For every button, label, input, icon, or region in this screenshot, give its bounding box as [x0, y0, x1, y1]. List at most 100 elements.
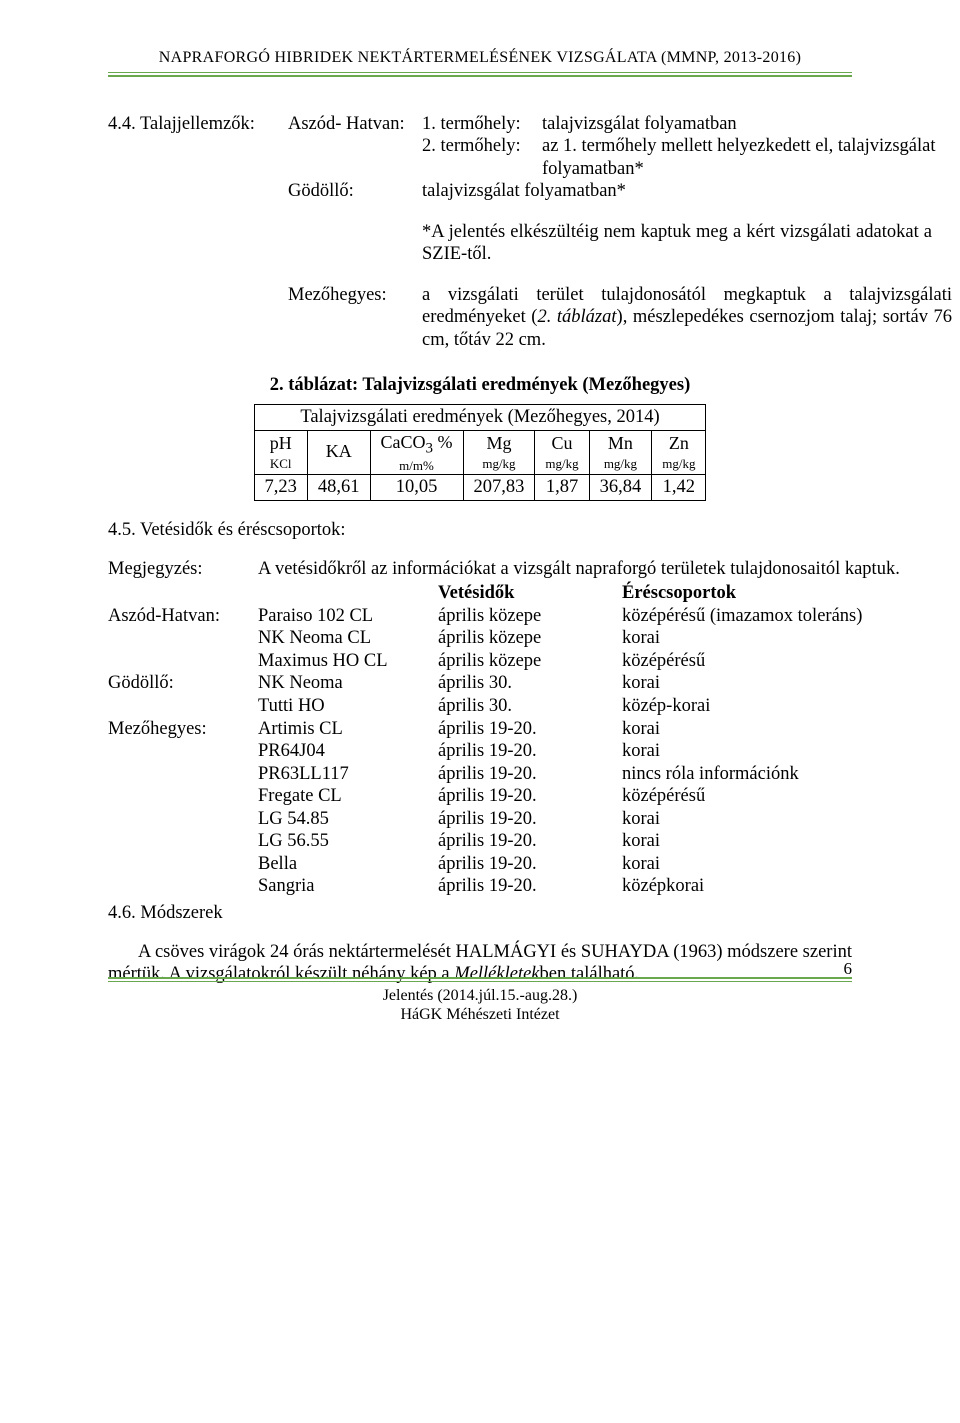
table2: Talajvizsgálati eredmények (Mezőhegyes, … [254, 404, 707, 501]
sec45-hybrid: PR63LL117 [258, 763, 438, 786]
footer-line1: Jelentés (2014.júl.15.-aug.28.) [108, 986, 852, 1005]
mezohegyes-label: Mezőhegyes: [288, 284, 422, 352]
aszod-label: Aszód- Hatvan: [288, 113, 422, 181]
table2-col-top: Cu [552, 433, 573, 453]
sec45-hybrid: Fregate CL [258, 785, 438, 808]
sec45-hybrid: PR64J04 [258, 740, 438, 763]
footer-rule-thick [108, 977, 852, 979]
sec45-date: április 19-20. [438, 853, 622, 876]
sec45-date: április 19-20. [438, 785, 622, 808]
sec45-location [108, 830, 258, 853]
sec45-group: korai [622, 627, 942, 650]
table2-col-top: Zn [669, 433, 689, 453]
aszod-line2-key: 2. termőhely: [422, 135, 542, 180]
table2-col-header: KA [307, 430, 370, 475]
table2-cell: 1,87 [535, 475, 589, 501]
table2-title-row: Talajvizsgálati eredmények (Mezőhegyes, … [254, 405, 706, 431]
sec45-date: április közepe [438, 605, 622, 628]
sec45-group: középkorai [622, 875, 942, 898]
sec45-group: középérésű (imazamox toleráns) [622, 605, 942, 628]
sec45-hybrid: NK Neoma CL [258, 627, 438, 650]
table2-col-header: pH KCl [254, 430, 307, 475]
godollo-text: talajvizsgálat folyamatban* [422, 180, 952, 203]
table2-col-sub: m/m% [381, 458, 453, 474]
table2-cell: 7,23 [254, 475, 307, 501]
table2-cell: 36,84 [589, 475, 652, 501]
header-rule-thin [108, 72, 852, 73]
running-header: NAPRAFORGÓ HIBRIDEK NEKTÁRTERMELÉSÉNEK V… [108, 48, 852, 68]
sec45-date: április 19-20. [438, 808, 622, 831]
sec45-hybrid: Paraiso 102 CL [258, 605, 438, 628]
sec45-hdr-vetesidok: Vetésidők [438, 582, 622, 605]
sec45-location [108, 740, 258, 763]
sec45-location [108, 763, 258, 786]
sec45-content: Megjegyzés: A vetésidőkről az információ… [108, 558, 852, 898]
sec45-date: április 19-20. [438, 763, 622, 786]
aszod-line2-val: az 1. termőhely mellett helyezkedett el,… [542, 135, 952, 180]
table2-col-top: KA [326, 441, 352, 461]
aszod-lines: 1. termőhely: talajvizsgálat folyamatban… [422, 113, 952, 181]
page-number: 6 [844, 959, 853, 980]
table2-caption: 2. táblázat: Talajvizsgálati eredmények … [108, 374, 852, 397]
sec45-note-text: A vetésidőkről az információkat a vizsgá… [258, 558, 942, 581]
table2-col-sub: mg/kg [662, 456, 695, 472]
table2-col-header: Mn mg/kg [589, 430, 652, 475]
sec45-hybrid: LG 56.55 [258, 830, 438, 853]
sec44-footnote: *A jelentés elkészültéig nem kaptuk meg … [422, 221, 932, 266]
godollo-label: Gödöllő: [288, 180, 422, 203]
sec45-location: Mezőhegyes: [108, 718, 258, 741]
sec45-date: április 19-20. [438, 718, 622, 741]
table2-col-top: Mg [486, 433, 511, 453]
sec45-location: Aszód-Hatvan: [108, 605, 258, 628]
mezo-text-b: 2. táblázat [537, 307, 616, 327]
mezohegyes-text: a vizsgálati terület tulajdonosától megk… [422, 284, 952, 352]
table2-col-sub: mg/kg [600, 456, 642, 472]
sec45-hybrid: Tutti HO [258, 695, 438, 718]
sec45-group: középérésű [622, 785, 942, 808]
sec45-date: április 19-20. [438, 740, 622, 763]
sec45-location [108, 853, 258, 876]
sec45-hybrid: NK Neoma [258, 672, 438, 695]
sec45-location [108, 627, 258, 650]
sec45-group: nincs róla információnk [622, 763, 942, 786]
sec45-group: korai [622, 830, 942, 853]
sec45-location [108, 650, 258, 673]
table2-col-top: Mn [608, 433, 633, 453]
sec45-group: közép-korai [622, 695, 942, 718]
sec45-hybrid: Artimis CL [258, 718, 438, 741]
section-4-4: 4.4. Talajjellemzők: Aszód- Hatvan: 1. t… [108, 113, 852, 352]
sec45-date: április 19-20. [438, 830, 622, 853]
sec45-location [108, 875, 258, 898]
sec45-date: április közepe [438, 650, 622, 673]
sec45-location [108, 695, 258, 718]
sec45-date: április 19-20. [438, 875, 622, 898]
sec45-hybrid: LG 54.85 [258, 808, 438, 831]
table2-col-top: pH [270, 433, 292, 453]
sec45-hdr-erescsoportok: Éréscsoportok [622, 582, 942, 605]
table2-col-sub: mg/kg [545, 456, 578, 472]
aszod-line1-val: talajvizsgálat folyamatban [542, 113, 952, 136]
sec45-group: korai [622, 718, 942, 741]
sec45-location: Gödöllő: [108, 672, 258, 695]
table2-col-sub: mg/kg [474, 456, 525, 472]
sec45-hybrid: Sangria [258, 875, 438, 898]
aszod-line1-key: 1. termőhely: [422, 113, 542, 136]
sec44-label: 4.4. Talajjellemzők: [108, 113, 288, 181]
footer-rule-thin [108, 981, 852, 982]
footer-line2: HáGK Méhészeti Intézet [108, 1005, 852, 1024]
page-footer: 6 Jelentés (2014.júl.15.-aug.28.) HáGK M… [108, 977, 852, 1024]
table2-col-sub: KCl [265, 456, 297, 472]
sec45-hybrid: Bella [258, 853, 438, 876]
sec45-group: korai [622, 853, 942, 876]
sec46-title: 4.6. Módszerek [108, 902, 852, 925]
sec45-group: korai [622, 740, 942, 763]
header-rule-thick [108, 75, 852, 77]
table2-cell: 1,42 [652, 475, 706, 501]
table2-col-header: CaCO3 %m/m% [370, 430, 463, 475]
table2-col-header: Cu mg/kg [535, 430, 589, 475]
sec45-title: 4.5. Vetésidők és éréscsoportok: [108, 519, 852, 542]
sec45-location [108, 808, 258, 831]
table2-cell: 10,05 [370, 475, 463, 501]
sec45-location [108, 785, 258, 808]
sec45-hybrid: Maximus HO CL [258, 650, 438, 673]
